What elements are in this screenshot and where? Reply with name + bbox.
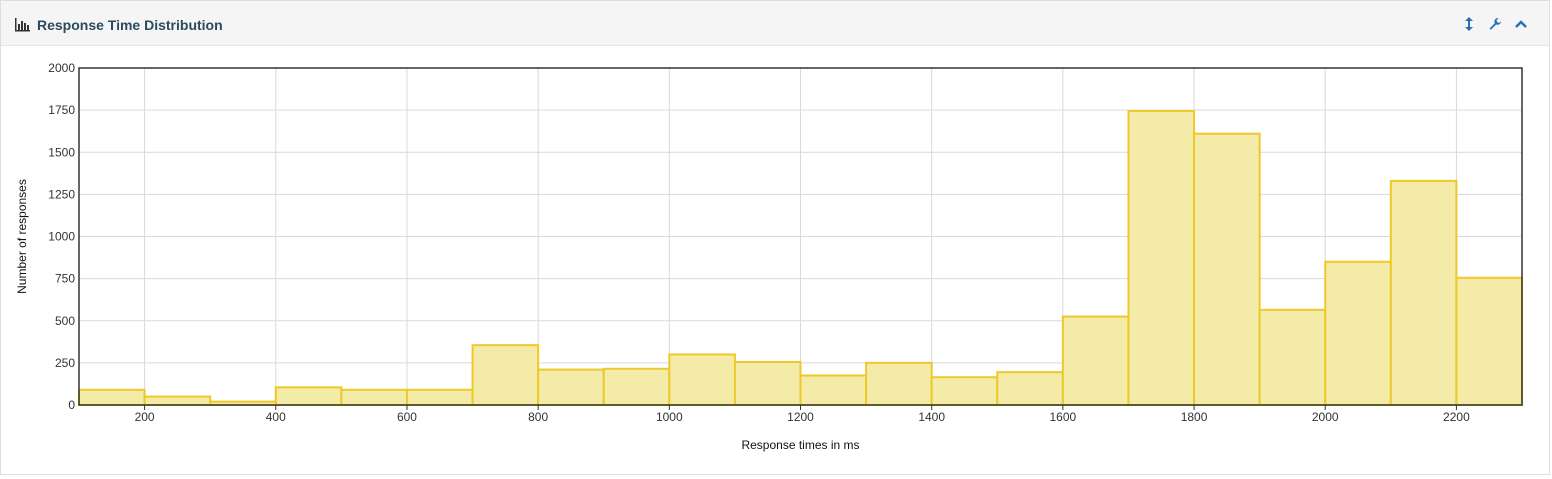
histogram-bar xyxy=(143,395,212,407)
y-tick-label: 1000 xyxy=(48,230,75,244)
panel-title: Response Time Distribution xyxy=(15,15,223,35)
histogram-bar xyxy=(1193,132,1261,406)
histogram-bar xyxy=(1127,109,1196,406)
histogram-bar xyxy=(78,388,146,406)
y-tick-label: 250 xyxy=(55,356,75,370)
histogram-bar xyxy=(405,388,474,406)
y-tick-label: 0 xyxy=(68,398,75,412)
x-tick-label: 2000 xyxy=(1312,410,1339,424)
histogram-bar xyxy=(340,388,408,406)
x-tick-label: 1400 xyxy=(918,410,945,424)
y-tick-label: 2000 xyxy=(48,61,75,75)
x-tick-label: 800 xyxy=(528,410,548,424)
x-axis-label: Response times in ms xyxy=(741,438,859,452)
bar-chart-icon xyxy=(15,18,31,32)
histogram-bar xyxy=(274,386,343,406)
histogram-bar xyxy=(471,344,540,406)
y-tick-label: 500 xyxy=(55,314,75,328)
x-tick-label: 1200 xyxy=(787,410,814,424)
histogram-bar xyxy=(668,353,736,407)
y-tick-label: 1250 xyxy=(48,187,75,201)
histogram-bar xyxy=(930,376,999,407)
panel-title-text: Response Time Distribution xyxy=(37,17,223,33)
x-tick-label: 200 xyxy=(135,410,155,424)
histogram-bar xyxy=(1061,315,1130,407)
y-tick-label: 1500 xyxy=(48,145,75,159)
resize-icon[interactable] xyxy=(1461,16,1477,32)
x-tick-label: 1600 xyxy=(1050,410,1077,424)
x-tick-label: 1800 xyxy=(1181,410,1208,424)
y-tick-label: 750 xyxy=(55,272,75,286)
histogram-bar xyxy=(537,368,605,406)
histogram-bar xyxy=(602,367,671,406)
chart-area: 0 250 500 750 1000 1250 1500 1750 2000 200 400 600 8… xyxy=(1,46,1551,474)
y-tick-label: 1750 xyxy=(48,103,75,117)
histogram-bar xyxy=(799,374,868,407)
y-axis-label: Number of responses xyxy=(15,179,29,294)
histogram-bar xyxy=(865,361,933,406)
wrench-icon[interactable] xyxy=(1487,16,1503,32)
histogram-bar xyxy=(1324,260,1392,406)
histogram-bar xyxy=(1258,308,1327,406)
x-tick-label: 2200 xyxy=(1443,410,1470,424)
panel-tools xyxy=(1461,16,1529,32)
histogram-bar xyxy=(1389,179,1458,406)
histogram-bar xyxy=(996,371,1064,406)
histogram-chart: 0 250 500 750 1000 1250 1500 1750 2000 200 400 600 8… xyxy=(15,61,1523,452)
x-tick-label: 1000 xyxy=(656,410,683,424)
histogram-bar xyxy=(733,361,802,406)
histogram-bar xyxy=(1455,276,1523,406)
x-tick-label: 400 xyxy=(266,410,286,424)
chevron-up-icon[interactable] xyxy=(1513,16,1529,32)
panel-header: Response Time Distribution xyxy=(1,1,1549,46)
x-tick-label: 600 xyxy=(397,410,417,424)
